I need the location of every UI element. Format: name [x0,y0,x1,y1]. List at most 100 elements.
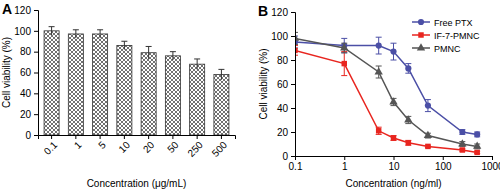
y-tick-label: 40 [277,103,289,114]
y-tick-label: 120 [271,7,288,18]
y-tick-mark [34,52,38,53]
error-bar [170,52,176,60]
x-tick: 100 [435,156,452,172]
y-tick-mark [34,114,38,115]
bar-panel: 0.115102050250500020406080100120Cell via… [1,1,236,189]
y-tick-mark [34,93,38,94]
y-tick: 60 [277,79,295,90]
marker [458,139,466,146]
x-tick-label: 20 [141,139,157,155]
x-axis: 0.1 1 10 100 1000 [289,156,500,172]
y-tick: 100 [14,26,38,37]
x-tick-mark [443,156,444,160]
x-tick: 500 [210,135,230,159]
legend-item: Free PTX [412,18,473,28]
x-tick-mark [172,135,173,139]
error-bar [391,136,397,141]
legend-item: PMNC [412,43,461,53]
y-axis-title: Cell viability (%) [1,37,12,108]
x-tick-label: 10 [388,161,400,172]
series-group [295,32,481,155]
y-tick-mark [34,135,38,136]
x-tick: 1 [72,135,84,151]
bar [44,31,59,135]
error-bar [49,27,55,35]
marker [389,97,397,104]
marker [473,142,481,149]
y-tick-label: 40 [20,88,32,99]
x-tick-mark [492,156,493,160]
legend-label: Free PTX [434,18,473,28]
x-tick-mark [100,135,101,139]
bars [44,27,229,135]
y-tick-mark [291,60,295,61]
x-tick: 0.1 [42,135,60,157]
series [295,36,480,137]
y-tick-label: 20 [20,109,32,120]
y-tick: 60 [20,67,38,78]
y-tick: 100 [271,31,295,42]
y-tick-label: 60 [20,67,32,78]
marker [425,144,430,149]
error-bar [194,59,200,69]
y-tick-mark [291,12,295,13]
error-bar [73,30,79,38]
marker [459,129,465,135]
line-panel: 0.11101001000020406080100120Cell viabili… [258,3,500,189]
legend-label: PMNC [434,44,461,54]
y-axis-line [291,13,296,157]
error-bar [146,46,152,59]
error-bar [218,69,224,79]
error-bar [405,64,411,74]
x-tick-mark [148,135,149,139]
y-tick: 80 [20,46,38,57]
x-tick-label: 1 [342,161,348,172]
bar [93,34,108,135]
x-tick-label: 1000 [481,161,500,172]
bar [141,53,156,135]
y-axis-line [34,11,39,136]
x-tick: 1 [342,156,348,172]
x-tick: 10 [388,156,400,172]
x-tick: 5 [96,135,108,151]
bar [190,64,205,135]
x-tick-mark [221,135,222,139]
y-tick: 120 [14,5,38,16]
y-tick-label: 120 [14,5,31,16]
y-tick: 120 [271,7,295,18]
x-tick-mark [51,135,52,139]
marker [406,140,411,145]
x-tick-label: 50 [165,139,181,155]
x-tick-label: 100 [435,161,452,172]
x-axis-title: Concentration (μg/mL) [87,178,187,189]
error-bar [405,140,411,145]
y-tick-label: 20 [277,127,289,138]
y-tick-label: 60 [277,79,289,90]
y-tick-label: 100 [14,26,31,37]
x-tick: 10 [117,135,133,155]
series [295,32,481,148]
x-tick: 250 [185,135,205,159]
error-bar [474,132,480,137]
legend-item: IF-7-PMNC [412,31,480,41]
error-bar [376,37,382,54]
bar [165,56,180,135]
y-tick-label: 80 [277,55,289,66]
x-tick: 0.1 [289,156,303,172]
bar [117,45,132,135]
marker [340,43,348,50]
error-bar [425,100,431,112]
marker [375,67,383,74]
series-line [295,50,477,152]
x-tick-label: 5 [96,139,108,151]
marker [390,49,396,55]
x-tick-label: 10 [117,139,133,155]
x-axis-line [296,157,493,161]
y-tick-label: 80 [20,46,32,57]
marker [425,103,431,109]
y-tick: 20 [277,127,295,138]
series [295,46,480,156]
x-tick-mark [394,156,395,160]
error-bar [376,127,382,134]
panel-label: A [2,1,12,17]
